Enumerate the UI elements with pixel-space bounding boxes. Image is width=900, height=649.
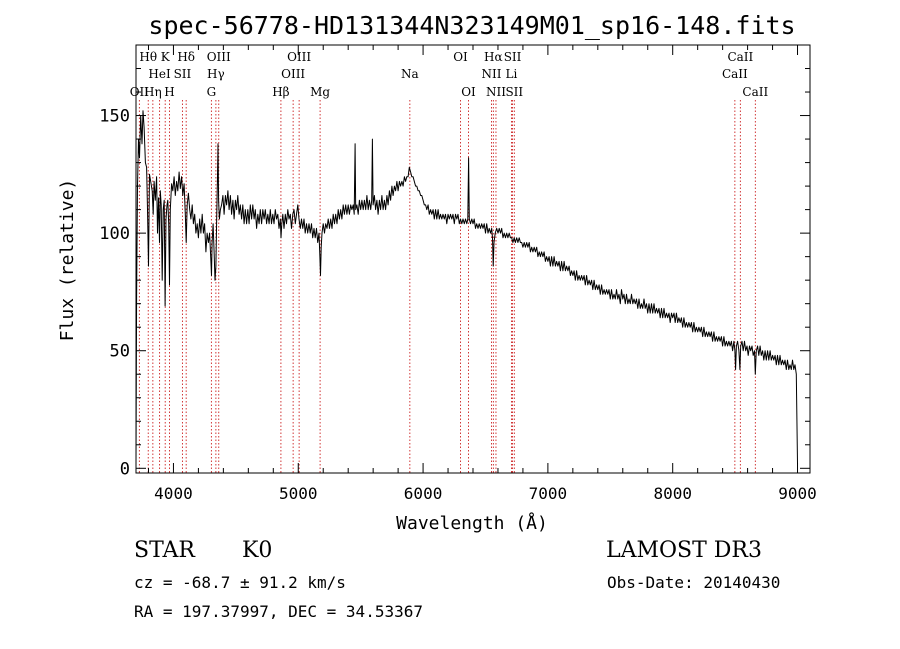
y-tick-label-1: 50 (110, 342, 130, 362)
line-label-6: SII (174, 67, 192, 81)
line-label-21: Li (506, 67, 518, 81)
line-label-11: Hβ (272, 85, 289, 99)
x-tick-label-0: 4000 (154, 484, 193, 503)
line-label-4: K (161, 50, 171, 64)
spectrum-line-0 (135, 110, 798, 464)
y-axis-label: Flux (relative) (57, 179, 78, 342)
line-label-16: OI (453, 50, 468, 64)
x-tick-label-4: 8000 (653, 484, 692, 503)
line-label-18: NII (481, 67, 501, 81)
line-label-3: HeI (148, 67, 171, 81)
x-tick-label-3: 7000 (529, 484, 568, 503)
line-label-2: Hη (144, 85, 162, 99)
observation-date: Obs-Date: 20140430 (607, 573, 781, 592)
line-label-7: Hδ (177, 50, 195, 64)
x-tick-label-1: 5000 (279, 484, 318, 503)
y-tick-label-3: 150 (99, 107, 130, 127)
line-label-20: NII (486, 85, 506, 99)
line-label-12: OIII (281, 67, 305, 81)
y-tick-label-2: 100 (99, 224, 130, 244)
chart-title: spec-56778-HD131344N323149M01_sp16-148.f… (148, 11, 795, 40)
x-tick-label-5: 9000 (778, 484, 817, 503)
survey-name: LAMOST DR3 (606, 538, 762, 563)
line-label-19: Hα (484, 50, 503, 64)
line-label-22: SII (504, 50, 522, 64)
line-label-17: OI (461, 85, 476, 99)
line-label-9: Hγ (207, 67, 225, 81)
line-label-25: CaII (727, 50, 753, 64)
line-label-10: OIII (207, 50, 231, 64)
object-class: STAR (134, 538, 195, 563)
x-axis-label: Wavelength (Å) (396, 512, 548, 534)
line-label-1: Hθ (139, 50, 157, 64)
line-label-24: CaII (722, 67, 748, 81)
redshift-value: cz = -68.7 ± 91.2 km/s (134, 573, 346, 592)
plot-frame (135, 44, 811, 474)
line-label-8: G (207, 85, 217, 99)
y-tick-label-0: 0 (120, 459, 130, 479)
x-tick-label-2: 6000 (404, 484, 443, 503)
sky-coordinates: RA = 197.37997, DEC = 34.53367 (134, 602, 423, 621)
axes: 4000 5000 6000 7000 8000 9000 0 50 100 150 (99, 45, 817, 503)
spectrum-series (135, 110, 798, 464)
line-label-13: OIII (287, 50, 311, 64)
line-annotations: OIIHθHηHeIKHSIIHδGHγOIIIHβOIIIOIIIMgNaOI… (130, 50, 768, 473)
object-subclass: K0 (242, 538, 273, 563)
line-label-23: SII (505, 85, 523, 99)
line-label-15: Na (401, 67, 419, 81)
line-label-5: H (164, 85, 174, 99)
line-label-26: CaII (742, 85, 768, 99)
line-label-14: Mg (310, 85, 330, 99)
